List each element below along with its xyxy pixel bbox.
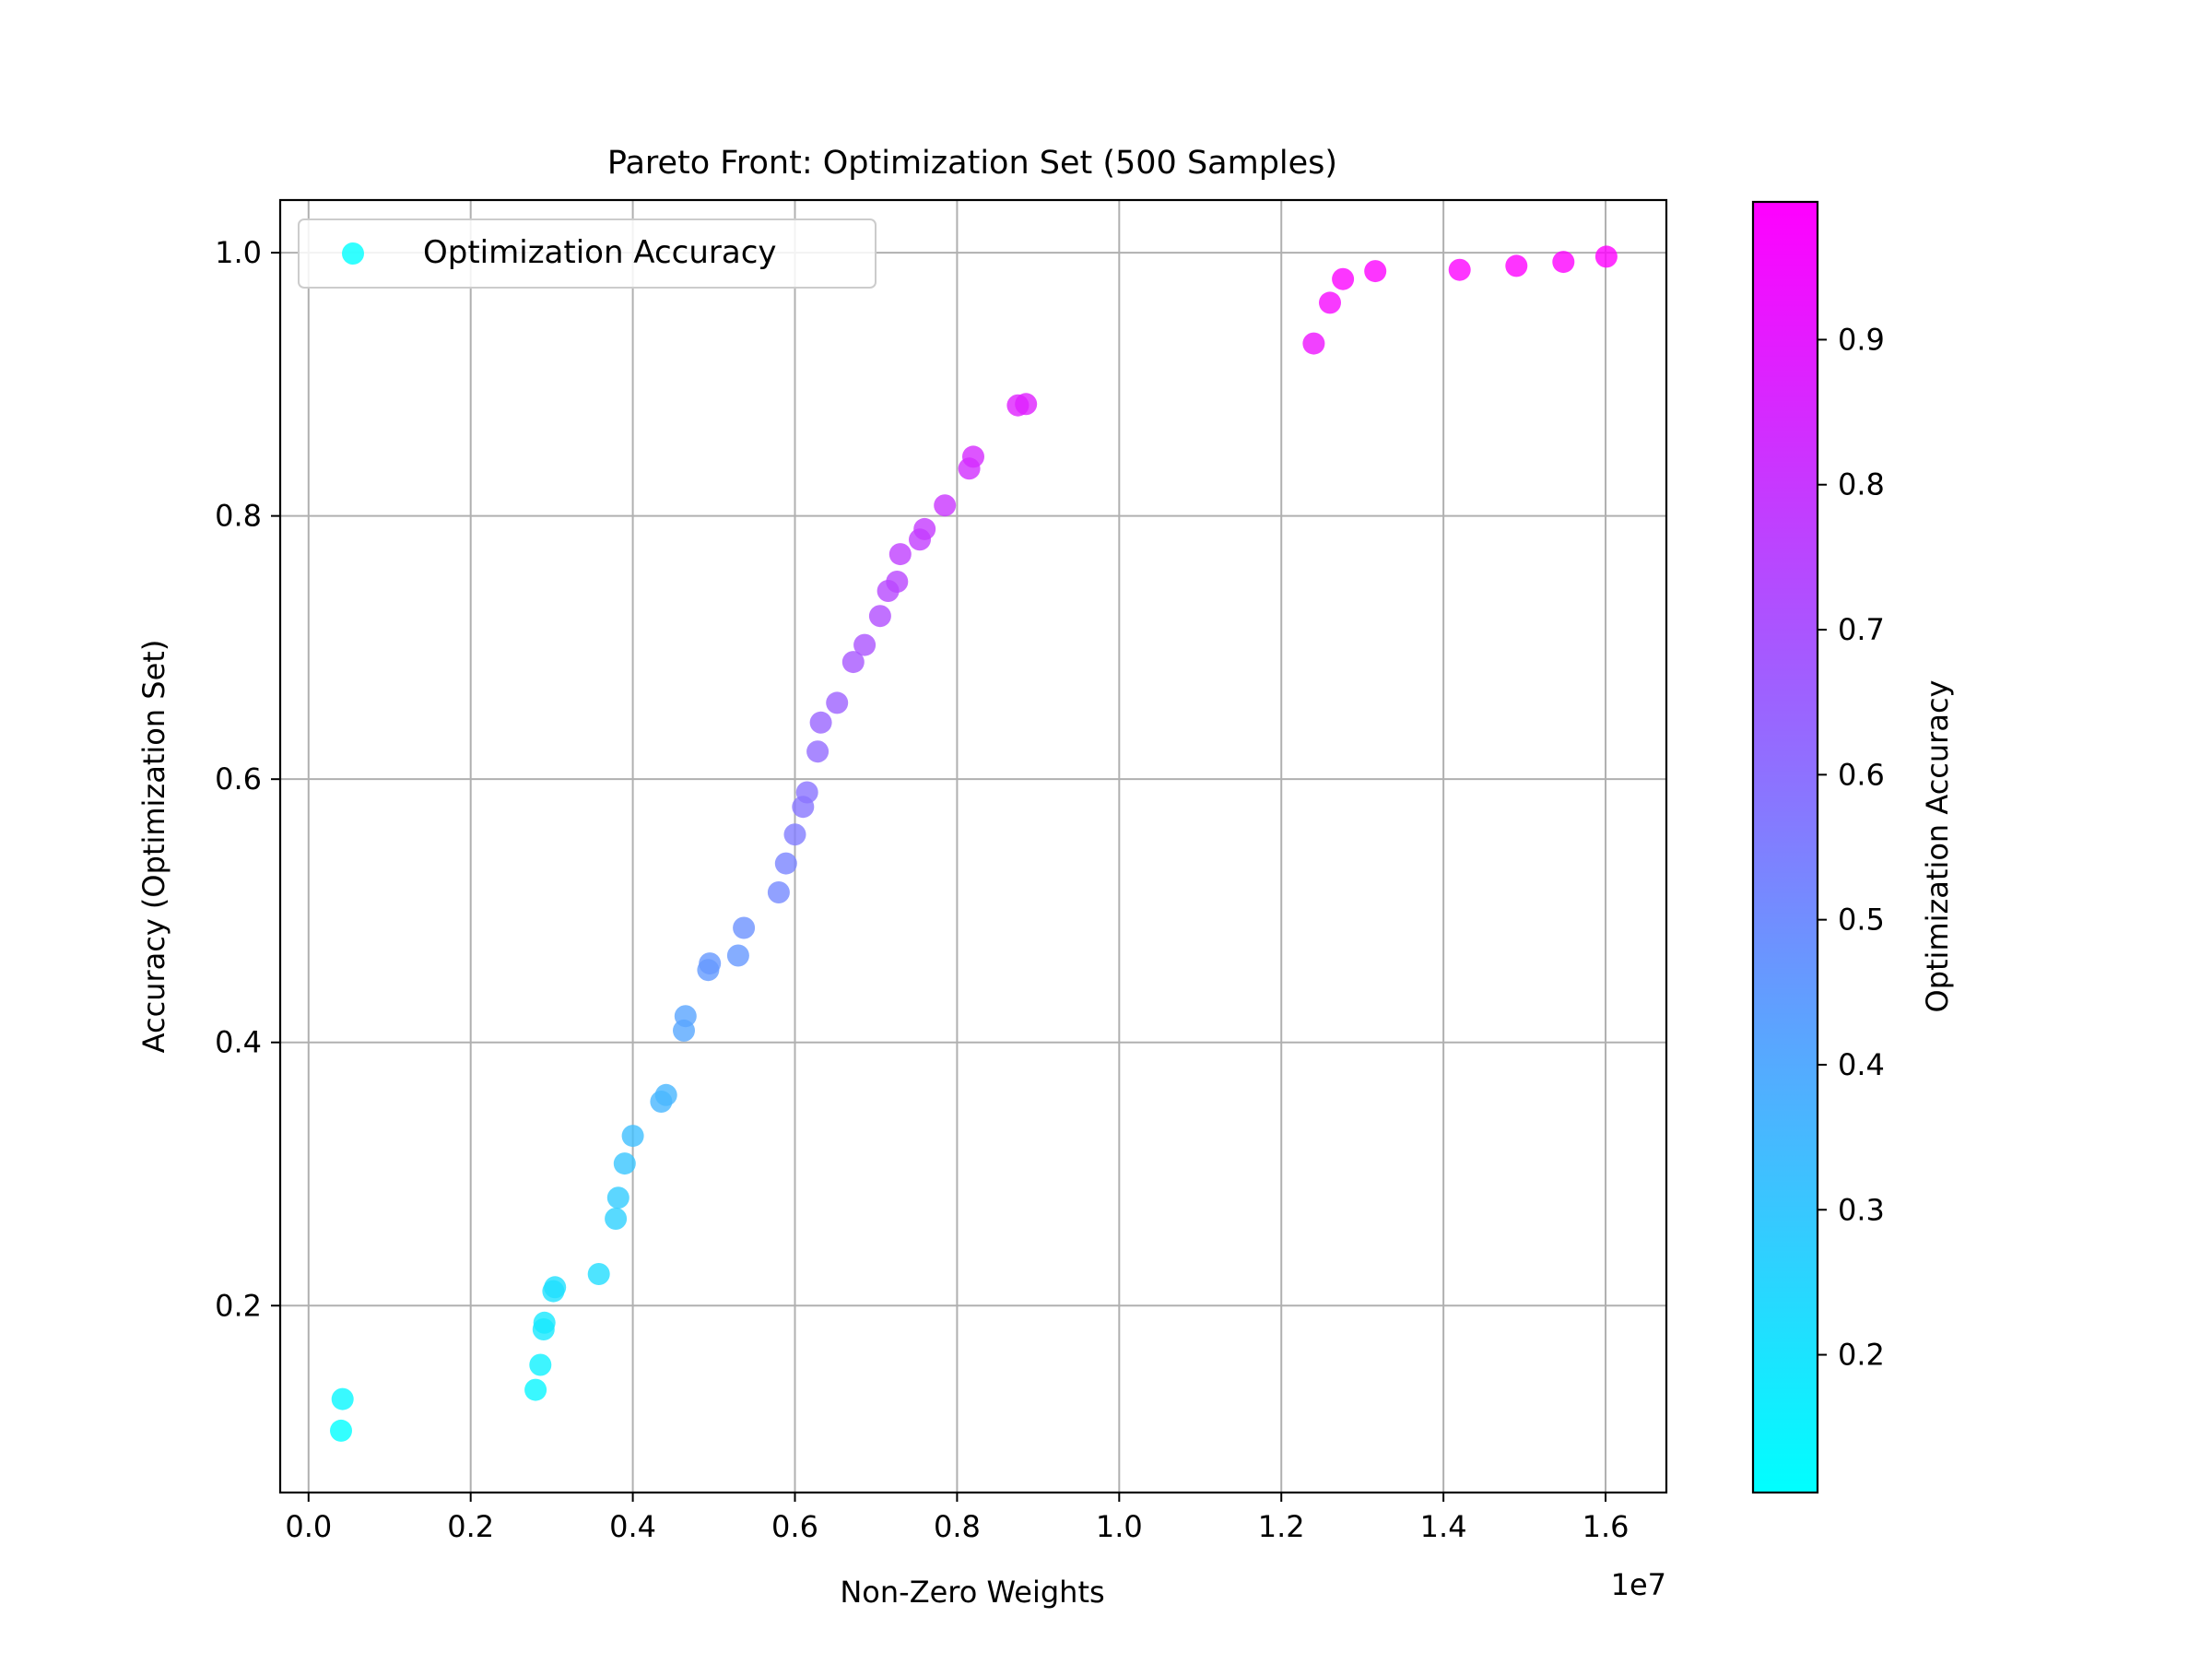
- x-tick-label: 0.0: [285, 1509, 332, 1544]
- colorbar-tick-label: 0.6: [1838, 757, 1885, 792]
- scatter-point: [1505, 254, 1528, 277]
- colorbar-label: Optimization Accuracy: [1920, 680, 1955, 1013]
- y-tick-label: 0.6: [215, 761, 262, 797]
- scatter-point: [841, 651, 865, 674]
- x-axis-ticks: 0.0 0.2 0.4 0.6 0.8 1.0 1.2 1.4 1.6: [285, 1493, 1629, 1544]
- scatter-point: [726, 944, 749, 967]
- x-tick-label: 0.6: [771, 1509, 818, 1544]
- colorbar-tick-label: 0.7: [1838, 612, 1885, 647]
- scatter-point: [1015, 393, 1038, 416]
- scatter-point: [605, 1208, 628, 1230]
- scatter-point: [674, 1005, 697, 1028]
- scatter-points: [330, 245, 1618, 1442]
- colorbar-tick-label: 0.4: [1838, 1047, 1885, 1082]
- scatter-point: [806, 740, 830, 763]
- legend-box: [298, 218, 877, 289]
- scatter-point: [934, 494, 957, 517]
- scatter-point: [886, 571, 909, 593]
- scatter-point: [544, 1276, 567, 1299]
- scatter-point: [809, 711, 832, 734]
- colorbar-tick-label: 0.5: [1838, 903, 1885, 938]
- x-tick-label: 1.6: [1583, 1509, 1630, 1544]
- y-tick-label: 1.0: [215, 235, 262, 270]
- colorbar: 0.2 0.3 0.4 0.5 0.6 0.7 0.8 0.9 Optimization Ac…: [1751, 200, 1955, 1494]
- grid-lines: [280, 200, 1666, 1493]
- x-tick-label: 1.4: [1420, 1509, 1467, 1544]
- scatter-point: [962, 445, 984, 468]
- colorbar-tick-label: 0.3: [1838, 1192, 1885, 1227]
- scatter-point: [533, 1311, 556, 1334]
- y-tick-label: 0.8: [215, 499, 262, 534]
- scatter-point: [529, 1353, 552, 1376]
- scatter-point: [795, 781, 818, 804]
- scatter-point: [767, 881, 790, 903]
- scatter-point: [1332, 267, 1355, 290]
- x-axis-offset-label: 1e7: [1611, 1567, 1666, 1602]
- scatter-point: [654, 1083, 677, 1106]
- scatter-point: [1552, 251, 1575, 274]
- scatter-point: [699, 952, 722, 975]
- scatter-point: [331, 1387, 354, 1410]
- colorbar-gradient: [1751, 200, 1819, 1494]
- scatter-point: [783, 823, 806, 846]
- x-tick-label: 1.2: [1258, 1509, 1305, 1544]
- scatter-point: [1319, 291, 1341, 314]
- scatter-point: [606, 1186, 629, 1210]
- y-axis-label: Accuracy (Optimization Set): [136, 640, 171, 1054]
- scatter-point: [888, 543, 912, 566]
- y-tick-label: 0.2: [215, 1288, 262, 1323]
- colorbar-tick-label: 0.8: [1838, 467, 1885, 502]
- colorbar-tick-label: 0.9: [1838, 322, 1885, 357]
- scatter-point: [1302, 332, 1325, 355]
- legend-entry-label: Optimization Accuracy: [423, 234, 777, 271]
- x-tick-label: 0.4: [609, 1509, 656, 1544]
- scatter-point: [774, 852, 797, 875]
- x-tick-label: 0.2: [447, 1509, 494, 1544]
- scatter-point: [913, 517, 936, 540]
- x-axis-label: Non-Zero Weights: [840, 1575, 1104, 1610]
- legend-marker: [342, 242, 364, 265]
- legend: Optimization Accuracy: [298, 218, 877, 289]
- scatter-point: [587, 1263, 610, 1285]
- scatter-point: [1594, 245, 1618, 268]
- y-tick-label: 0.4: [215, 1025, 262, 1060]
- scatter-point: [613, 1152, 636, 1175]
- scatter-point: [330, 1419, 352, 1442]
- scatter-point: [826, 691, 849, 714]
- x-tick-label: 0.8: [934, 1509, 981, 1544]
- chart-title: Pareto Front: Optimization Set (500 Samp…: [607, 145, 1337, 182]
- scatter-point: [868, 605, 891, 628]
- colorbar-ticks: 0.2 0.3 0.4 0.5 0.6 0.7 0.8 0.9: [1818, 322, 1885, 1373]
- scatter-point: [1364, 260, 1387, 283]
- plot-frame: [278, 198, 1668, 1494]
- y-axis-ticks: 0.2 0.4 0.6 0.8 1.0: [215, 235, 280, 1323]
- scatter-point: [621, 1125, 644, 1148]
- colorbar-tick-label: 0.2: [1838, 1338, 1885, 1373]
- scatter-point: [524, 1378, 547, 1401]
- scatter-point: [853, 633, 877, 656]
- scatter-point: [1448, 258, 1471, 281]
- scatter-point: [733, 916, 756, 939]
- x-tick-label: 1.0: [1096, 1509, 1143, 1544]
